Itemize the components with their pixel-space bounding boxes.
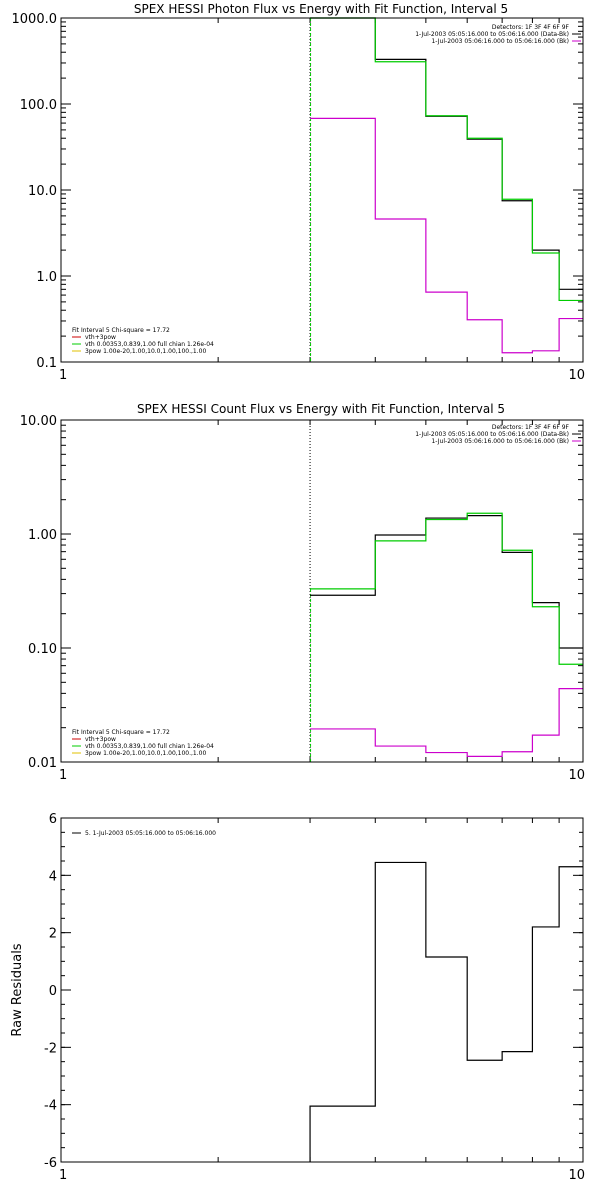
count-flux-y-tick-label: 1.00 (28, 528, 57, 543)
legend-top-background: 1-Jul-2003 05:06:16.000 to 05:06:16.000 … (431, 438, 569, 445)
residuals-x-tick-label: 10 (568, 1168, 585, 1183)
legend-fit-interval: Fit Interval 5 Chi-square = 17.72 (72, 729, 170, 736)
photon-flux-series-2-line (310, 117, 583, 354)
photon-flux-y-tick-label: 1.0 (36, 270, 57, 285)
residuals-series-0-line (309, 861, 583, 1162)
photon-flux-title: SPEX HESSI Photon Flux vs Energy with Fi… (134, 2, 508, 16)
legend-top-detectors: Detectors: 1F 3F 4F 6F 9F (492, 424, 570, 431)
count-flux-x-tick-label: 10 (568, 768, 585, 783)
legend-3pow-params: 3pow 1.00e-20,1.00,10.0,1.00,100.,1.00 (85, 348, 206, 355)
photon-flux-y-tick-label: 1000.0 (12, 12, 58, 27)
count-flux-plot-frame (60, 419, 584, 763)
legend-3pow-params: 3pow 1.00e-20,1.00,10.0,1.00,100.,1.00 (85, 750, 206, 757)
residuals-y-tick-label: 6 (49, 812, 57, 827)
photon-flux-plot-frame (60, 17, 584, 363)
legend-fit-interval: Fit Interval 5 Chi-square = 17.72 (72, 327, 170, 334)
count-flux-series-2-line (310, 688, 583, 757)
count-flux-x-tick-label: 1 (59, 768, 67, 783)
legend-model-name: vth+3pow (85, 334, 116, 341)
count-flux-series-0-line (310, 515, 583, 649)
photon-flux-y-tick-label: 10.0 (28, 184, 57, 199)
photon-flux-x-tick-label: 1 (59, 368, 67, 383)
residuals-y-tick-label: -6 (44, 1156, 57, 1171)
photon-flux-x-tick-label: 10 (568, 368, 585, 383)
legend-top-data-minus-bk: 1-Jul-2003 05:05:16.000 to 05:06:16.000 … (415, 31, 569, 38)
legend-vth-params: vth 0.00353,0.839,1.00 full chian 1.26e-… (85, 341, 214, 348)
count-flux-y-tick-label: 0.01 (28, 756, 57, 771)
residuals-legend: 5. 1-Jul-2003 05:05:16.000 to 05:06:16.0… (72, 830, 216, 837)
legend-top-detectors: Detectors: 1F 3F 4F 6F 9F (492, 24, 570, 31)
residuals-y-tick-label: 2 (49, 927, 57, 942)
count-flux-title: SPEX HESSI Count Flux vs Energy with Fit… (137, 402, 505, 416)
legend-interval-label: 5. 1-Jul-2003 05:05:16.000 to 05:06:16.0… (85, 830, 216, 837)
photon-flux-series-0-line (310, 17, 583, 290)
residuals-ylabel: Raw Residuals (10, 943, 25, 1036)
count-flux-y-tick-label: 0.10 (28, 642, 57, 657)
residuals-y-tick-label: 4 (49, 869, 57, 884)
photon-flux-y-tick-label: 0.1 (36, 356, 57, 371)
residuals-y-tick-label: -4 (44, 1099, 57, 1114)
photon-flux-legend-top: Detectors: 1F 3F 4F 6F 9F 1-Jul-2003 05:… (415, 24, 581, 45)
count-flux-panel: SPEX HESSI Count Flux vs Energy with Fit… (20, 402, 585, 783)
legend-top-data-minus-bk: 1-Jul-2003 05:05:16.000 to 05:06:16.000 … (415, 431, 569, 438)
residuals-plot-frame (60, 817, 584, 1163)
count-flux-y-tick-label: 10.00 (20, 414, 57, 429)
legend-top-background: 1-Jul-2003 05:06:16.000 to 05:06:16.000 … (431, 38, 569, 45)
legend-vth-params: vth 0.00353,0.839,1.00 full chian 1.26e-… (85, 743, 214, 750)
count-flux-legend-bottom: Fit Interval 5 Chi-square = 17.72 vth+3p… (72, 729, 214, 757)
photon-flux-panel: SPEX HESSI Photon Flux vs Energy with Fi… (12, 2, 586, 383)
residuals-x-tick-label: 1 (59, 1168, 67, 1183)
count-flux-series-1-line (310, 512, 583, 665)
residuals-panel: Raw Residuals 1 10 -6 -4 -2 0 2 4 6 5. 1-Jul-200… (10, 812, 585, 1183)
residuals-y-tick-label: -2 (44, 1041, 57, 1056)
photon-flux-series-1-line (310, 17, 583, 302)
photon-flux-legend-bottom: Fit Interval 5 Chi-square = 17.72 vth+3p… (72, 327, 214, 355)
photon-flux-y-tick-label: 100.0 (20, 98, 57, 113)
residuals-y-tick-label: 0 (49, 984, 57, 999)
legend-model-name: vth+3pow (85, 736, 116, 743)
count-flux-legend-top: Detectors: 1F 3F 4F 6F 9F 1-Jul-2003 05:… (415, 424, 581, 445)
